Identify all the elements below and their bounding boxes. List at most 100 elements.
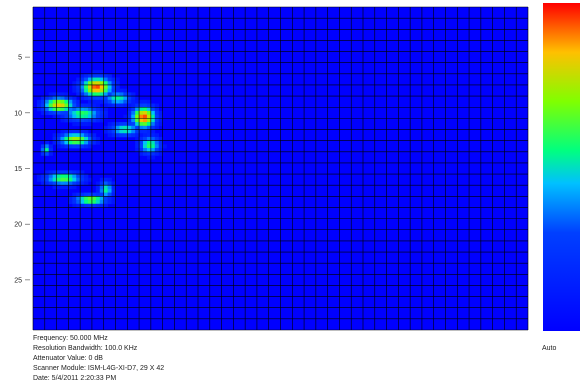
heatmap-cell <box>88 177 93 182</box>
heatmap-cell <box>135 140 140 145</box>
heatmap-cell <box>127 107 132 112</box>
heatmap-cell <box>123 114 128 119</box>
heatmap-cell <box>72 133 77 138</box>
heatmap-cell <box>99 203 105 208</box>
heatmap-cell <box>72 185 77 190</box>
heatmap-cell <box>88 84 93 89</box>
heatmap-cell <box>64 170 69 175</box>
heatmap-cell <box>48 96 53 101</box>
heatmap-cell <box>111 88 116 93</box>
heatmap-cell <box>60 92 65 97</box>
heatmap-cell <box>80 196 85 201</box>
heatmap-cell <box>40 181 46 186</box>
heatmap-cell <box>139 148 144 153</box>
heatmap-cell <box>76 99 81 104</box>
heatmap-cell <box>72 192 77 197</box>
heatmap-cell <box>76 140 81 145</box>
heatmap-cell <box>146 110 152 115</box>
heatmap-cell <box>40 148 46 153</box>
heatmap-cell <box>99 96 105 101</box>
heatmap-cell <box>107 129 112 134</box>
attenuator-label: Attenuator Value: 0 dB <box>33 355 103 362</box>
heatmap-cell <box>91 103 97 108</box>
heatmap-cell <box>60 114 65 119</box>
heatmap-cell <box>127 118 132 123</box>
heatmap-cell <box>111 188 116 193</box>
heatmap-cell <box>103 73 108 78</box>
heatmap-cell <box>111 129 116 134</box>
heatmap-cell <box>60 103 65 108</box>
heatmap-cell <box>154 125 160 130</box>
heatmap-cell <box>127 122 132 127</box>
heatmap-cell <box>103 196 108 201</box>
heatmap-cell <box>76 174 81 179</box>
heatmap-cell <box>91 92 97 97</box>
heatmap-cell <box>143 103 148 108</box>
heatmap-cell <box>135 148 140 153</box>
heatmap-cell <box>40 177 46 182</box>
heatmap-cell <box>88 140 93 145</box>
heatmap-cell <box>68 107 73 112</box>
heatmap-cell <box>135 118 140 123</box>
heatmap-cell <box>48 92 53 97</box>
heatmap-cell <box>60 110 65 115</box>
heatmap-cell <box>80 96 85 101</box>
heatmap-cell <box>80 110 85 115</box>
heatmap-cell <box>91 140 97 145</box>
heatmap-cell <box>103 185 108 190</box>
heatmap-cell <box>36 103 42 108</box>
heatmap-cell <box>88 192 93 197</box>
heatmap-cell <box>80 114 85 119</box>
heatmap-cell <box>44 174 50 179</box>
heatmap-cell <box>56 170 61 175</box>
heatmap-cell <box>158 151 163 156</box>
heatmap-cell <box>115 81 120 86</box>
heatmap-cell <box>111 92 116 97</box>
heatmap-cell <box>56 177 61 182</box>
heatmap-cell <box>68 118 73 123</box>
heatmap-cell <box>95 196 101 201</box>
heatmap-cell <box>143 144 148 149</box>
heatmap-cell <box>76 77 81 82</box>
heatmap-cell <box>123 129 128 134</box>
heatmap-cell <box>131 114 136 119</box>
heatmap-cell <box>139 107 144 112</box>
heatmap-cell <box>80 107 85 112</box>
heatmap-cell <box>64 185 69 190</box>
heatmap-cell <box>72 122 77 127</box>
heatmap-cell <box>107 181 112 186</box>
heatmap-cell <box>72 84 77 89</box>
heatmap-cell <box>48 144 53 149</box>
heatmap-cell <box>76 110 81 115</box>
heatmap-cell <box>72 118 77 123</box>
heatmap-cell <box>154 118 160 123</box>
heatmap-cell <box>84 88 89 93</box>
heatmap-cell <box>76 92 81 97</box>
heatmap-cell <box>95 110 101 115</box>
heatmap-cell <box>143 118 148 123</box>
heatmap-cell <box>154 140 160 145</box>
heatmap-cell <box>40 107 46 112</box>
heatmap-cell <box>158 122 163 127</box>
heatmap-cell <box>135 125 140 130</box>
heatmap-cell <box>150 107 156 112</box>
heatmap-cell <box>107 122 112 127</box>
heatmap-cell <box>115 125 120 130</box>
heatmap-cell <box>64 118 69 123</box>
heatmap-cell <box>91 200 97 205</box>
heatmap-cell <box>72 170 77 175</box>
heatmap-cell <box>40 144 46 149</box>
heatmap-cell <box>88 118 93 123</box>
heatmap-cell <box>72 99 77 104</box>
heatmap-cell <box>56 185 61 190</box>
heatmap-cell <box>60 174 65 179</box>
heatmap-cell <box>135 99 140 104</box>
heatmap-cell <box>84 177 89 182</box>
heatmap-cell <box>52 92 57 97</box>
heatmap-cell <box>115 77 120 82</box>
heatmap-cell <box>111 81 116 86</box>
heatmap-cell <box>84 181 89 186</box>
heatmap-cell <box>150 103 156 108</box>
heatmap-cell <box>95 107 101 112</box>
heatmap-cell <box>76 81 81 86</box>
